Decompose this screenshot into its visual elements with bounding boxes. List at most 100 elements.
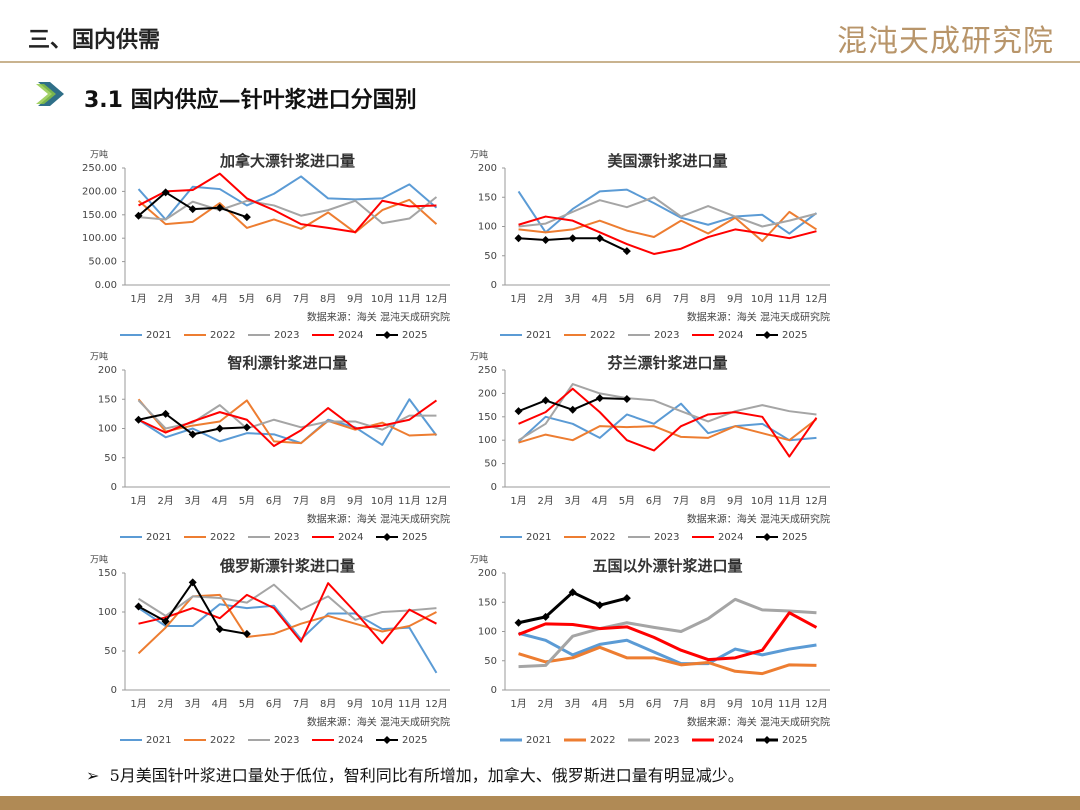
point-marker bbox=[134, 415, 143, 424]
y-unit: 万吨 bbox=[470, 554, 488, 566]
y-tick-label: 50 bbox=[104, 646, 117, 657]
x-tick-label: 5月 bbox=[239, 698, 255, 710]
x-tick-label: 1月 bbox=[510, 293, 526, 305]
point-marker bbox=[134, 211, 143, 220]
x-tick-label: 9月 bbox=[727, 698, 743, 710]
x-tick-label: 11月 bbox=[778, 698, 801, 710]
y-tick-label: 150 bbox=[478, 412, 497, 423]
series-line bbox=[138, 582, 437, 645]
legend-label: 2022 bbox=[590, 532, 615, 543]
y-tick-label: 100 bbox=[478, 222, 497, 233]
series-line bbox=[138, 399, 438, 448]
section-title: 3.1 国内供应—针叶浆进口分国别 bbox=[84, 88, 417, 113]
y-tick-label: 150 bbox=[98, 568, 117, 579]
x-tick-label: 12月 bbox=[805, 293, 828, 305]
legend-marker bbox=[763, 736, 771, 744]
x-tick-label: 5月 bbox=[239, 293, 255, 305]
x-tick-label: 8月 bbox=[700, 495, 716, 507]
legend-label: 2025 bbox=[402, 532, 427, 543]
x-tick-label: 3月 bbox=[185, 698, 201, 710]
series-line bbox=[138, 196, 438, 225]
legend-label: 2024 bbox=[338, 735, 363, 746]
source: 数据来源：海关 混沌天成研究院 bbox=[307, 513, 450, 526]
x-tick-label: 8月 bbox=[700, 293, 716, 305]
x-tick-label: 3月 bbox=[185, 495, 201, 507]
source: 数据来源：海关 混沌天成研究院 bbox=[687, 311, 830, 324]
source: 数据来源：海关 混沌天成研究院 bbox=[687, 513, 830, 526]
y-tick-label: 0 bbox=[491, 685, 497, 696]
series-line bbox=[137, 198, 438, 234]
legend-label: 2021 bbox=[526, 330, 551, 341]
point-marker bbox=[514, 618, 523, 627]
x-tick-label: 2月 bbox=[157, 293, 173, 305]
x-tick-label: 8月 bbox=[700, 698, 716, 710]
x-tick-label: 9月 bbox=[727, 495, 743, 507]
y-unit: 万吨 bbox=[90, 149, 108, 161]
legend-label: 2024 bbox=[718, 330, 743, 341]
x-tick-label: 3月 bbox=[185, 293, 201, 305]
series-line bbox=[518, 210, 818, 243]
x-tick-label: 1月 bbox=[130, 495, 146, 507]
x-tick-label: 5月 bbox=[619, 698, 635, 710]
y-tick-label: 100 bbox=[98, 424, 117, 435]
source: 数据来源：海关 混沌天成研究院 bbox=[307, 716, 450, 729]
x-tick-label: 8月 bbox=[320, 495, 336, 507]
bottom-bar bbox=[0, 796, 1080, 810]
chart-title: 俄罗斯漂针浆进口量 bbox=[219, 557, 355, 575]
legend-label: 2023 bbox=[274, 735, 299, 746]
point-marker bbox=[568, 234, 577, 243]
x-tick-label: 7月 bbox=[673, 698, 689, 710]
x-tick-label: 1月 bbox=[510, 495, 526, 507]
x-tick-label: 9月 bbox=[347, 293, 363, 305]
y-tick-label: 150 bbox=[478, 597, 497, 608]
point-marker bbox=[541, 396, 550, 405]
legend-label: 2022 bbox=[210, 532, 235, 543]
y-tick-label: 50 bbox=[484, 459, 497, 470]
x-tick-label: 11月 bbox=[398, 698, 421, 710]
point-marker bbox=[215, 424, 224, 433]
legend-label: 2025 bbox=[782, 330, 807, 341]
y-tick-label: 150.00 bbox=[82, 210, 117, 221]
series-line bbox=[137, 593, 437, 655]
point-marker bbox=[622, 247, 631, 256]
point-marker bbox=[622, 594, 631, 603]
point-marker bbox=[161, 409, 170, 418]
legend-label: 2022 bbox=[590, 735, 615, 746]
series-line bbox=[137, 603, 438, 674]
y-tick-label: 0 bbox=[491, 280, 497, 291]
x-tick-label: 4月 bbox=[212, 495, 228, 507]
y-tick-label: 100 bbox=[478, 435, 497, 446]
x-tick-label: 6月 bbox=[266, 495, 282, 507]
x-tick-label: 12月 bbox=[425, 495, 448, 507]
x-tick-label: 6月 bbox=[266, 698, 282, 710]
x-tick-label: 11月 bbox=[778, 495, 801, 507]
x-tick-label: 9月 bbox=[347, 495, 363, 507]
x-tick-label: 2月 bbox=[537, 698, 553, 710]
y-tick-label: 100 bbox=[478, 627, 497, 638]
legend-marker bbox=[763, 533, 771, 541]
chart-title: 加拿大漂针浆进口量 bbox=[219, 152, 355, 170]
source: 数据来源：海关 混沌天成研究院 bbox=[687, 716, 830, 729]
x-tick-label: 6月 bbox=[266, 293, 282, 305]
y-tick-label: 50 bbox=[484, 251, 497, 262]
x-tick-label: 4月 bbox=[212, 698, 228, 710]
x-tick-label: 8月 bbox=[320, 293, 336, 305]
x-tick-label: 6月 bbox=[646, 495, 662, 507]
y-tick-label: 200 bbox=[98, 365, 117, 376]
y-tick-label: 150 bbox=[98, 394, 117, 405]
legend-label: 2023 bbox=[654, 532, 679, 543]
note: ➢ 5月美国针叶浆进口量处于低位，智利同比有所增加，加拿大、俄罗斯进口量有明显减… bbox=[86, 766, 744, 785]
legend-label: 2024 bbox=[338, 532, 363, 543]
point-marker bbox=[541, 235, 550, 244]
legend-label: 2022 bbox=[590, 330, 615, 341]
legend-marker bbox=[763, 331, 771, 339]
series-line bbox=[518, 597, 817, 669]
x-tick-label: 11月 bbox=[398, 495, 421, 507]
legend-label: 2022 bbox=[210, 735, 235, 746]
x-tick-label: 11月 bbox=[398, 293, 421, 305]
point-marker bbox=[595, 394, 604, 403]
point-marker bbox=[242, 629, 251, 638]
x-tick-label: 7月 bbox=[293, 495, 309, 507]
legend-label: 2021 bbox=[146, 532, 171, 543]
